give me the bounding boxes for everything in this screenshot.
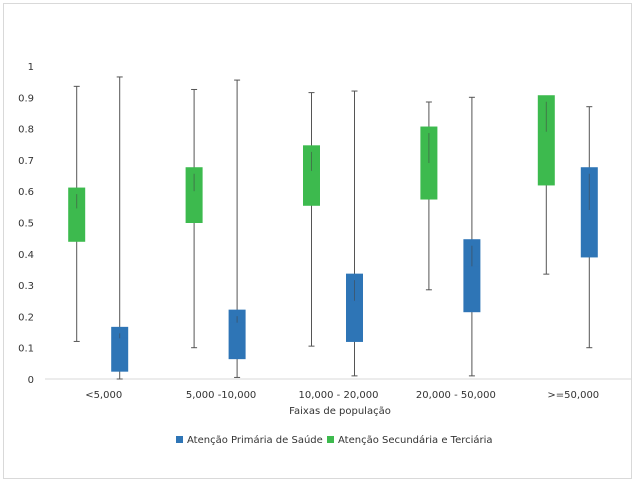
legend-swatch-0 — [176, 436, 183, 443]
box-rect — [346, 273, 363, 342]
y-tick-label: 0.2 — [18, 312, 34, 323]
y-tick-label: 0.7 — [18, 156, 34, 167]
y-tick-label: 0.6 — [18, 187, 34, 198]
x-tick-label: 10,000 - 20,000 — [299, 390, 379, 401]
legend-swatch-1 — [327, 436, 334, 443]
y-tick-label: 1 — [28, 62, 34, 73]
box-rect — [303, 145, 320, 206]
box-rect — [68, 187, 86, 242]
y-tick-label: 0.9 — [18, 93, 34, 104]
y-tick-label: 0.5 — [18, 219, 34, 230]
legend-label-1: Atenção Secundária e Terciária — [338, 434, 493, 446]
box-secondary-2 — [303, 92, 320, 347]
y-tick-label: 0.1 — [18, 344, 34, 355]
x-tick-label: 20,000 - 50,000 — [416, 390, 496, 401]
x-tick-label: 5,000 -10,000 — [186, 390, 256, 401]
y-tick-label: 0.4 — [18, 250, 34, 261]
box-rect — [185, 167, 203, 224]
box-secondary-0 — [68, 85, 86, 342]
box-secondary-4 — [537, 95, 555, 275]
box-secondary-1 — [185, 88, 203, 349]
x-tick-label: <5,000 — [85, 390, 122, 401]
chart-frame — [3, 3, 632, 479]
box-rect — [537, 95, 555, 186]
box-primary-0 — [111, 76, 129, 380]
y-tick-label: 0.8 — [18, 125, 34, 136]
box-primary-4 — [580, 106, 598, 349]
y-tick-label: 0 — [28, 375, 34, 386]
box-primary-2 — [346, 90, 363, 377]
box-secondary-3 — [420, 101, 438, 291]
x-axis-title: Faixas de população — [289, 406, 391, 417]
box-rect — [463, 239, 481, 313]
legend-label-0: Atenção Primária de Saúde — [187, 434, 323, 446]
x-tick-label: >=50,000 — [547, 390, 599, 401]
y-tick-label: 0.3 — [18, 281, 34, 292]
box-primary-3 — [463, 96, 481, 377]
box-primary-1 — [228, 79, 246, 378]
box-rect — [580, 167, 598, 258]
